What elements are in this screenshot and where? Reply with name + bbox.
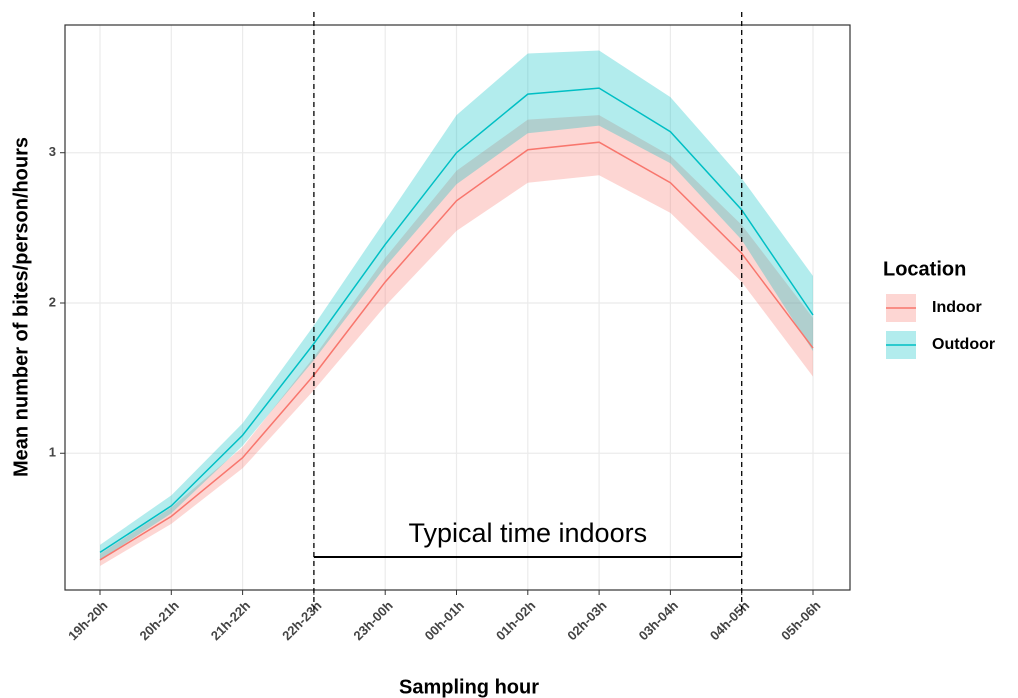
x-tick-label: 00h-01h xyxy=(422,598,467,643)
x-tick-label: 23h-00h xyxy=(350,598,395,643)
x-tick-label: 03h-04h xyxy=(636,598,681,643)
legend-label: Outdoor xyxy=(932,336,995,353)
x-axis-title: Sampling hour xyxy=(399,676,539,698)
x-tick-label: 05h-06h xyxy=(778,598,823,643)
y-tick-label: 1 xyxy=(49,445,56,460)
x-tick-label: 20h-21h xyxy=(136,598,181,643)
confidence-band xyxy=(100,115,813,566)
y-tick-label: 2 xyxy=(49,294,56,309)
panel-border xyxy=(64,24,851,591)
annotation-text: Typical time indoors xyxy=(408,518,647,548)
line xyxy=(99,87,814,554)
y-tick-label: 3 xyxy=(49,144,56,159)
y-axis-title: Mean number of bites/person/hours xyxy=(10,137,32,477)
x-tick-label: 19h-20h xyxy=(65,598,110,643)
x-tick-label: 01h-02h xyxy=(493,598,538,643)
legend-title: Location xyxy=(883,258,966,280)
line xyxy=(99,141,814,561)
x-tick-label: 22h-23h xyxy=(279,598,324,643)
x-tick-label: 02h-03h xyxy=(564,598,609,643)
x-tick-label: 21h-22h xyxy=(208,598,253,643)
x-tick-label: 04h-05h xyxy=(707,598,752,643)
legend-label: Indoor xyxy=(932,299,982,316)
